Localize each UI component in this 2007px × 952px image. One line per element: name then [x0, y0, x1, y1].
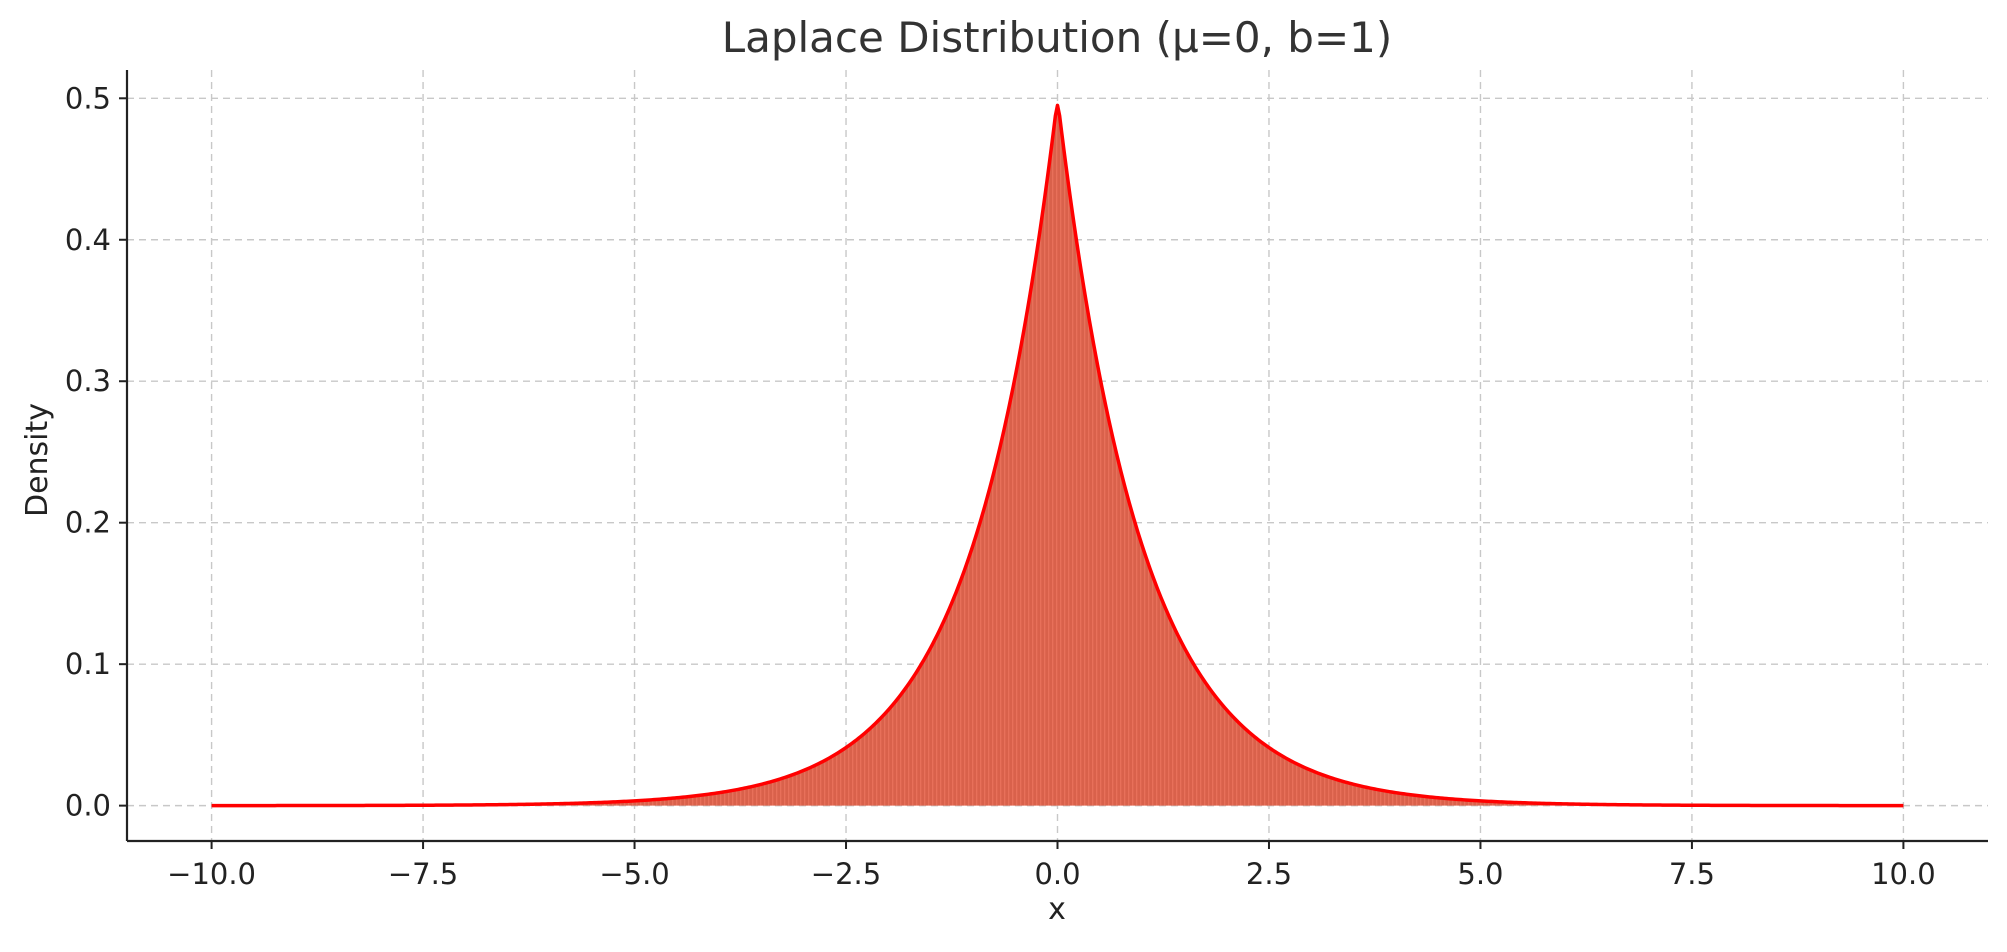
- x-axis-label: x: [1048, 892, 1066, 927]
- x-tick-label: 7.5: [1669, 857, 1715, 891]
- density-curve: [211, 103, 1904, 808]
- x-tick-label: 5.0: [1457, 857, 1503, 891]
- x-tick-label: −5.0: [599, 857, 669, 891]
- y-axis-label: Density: [20, 403, 55, 517]
- x-axis-ticks: −10.0 −7.5 −5.0 −2.5 0.0 2.5 5.0 7.5 10.0: [167, 841, 1936, 891]
- y-axis-ticks: 0.0 0.1 0.2 0.3 0.4 0.5: [65, 81, 127, 823]
- x-tick-label: −2.5: [811, 857, 881, 891]
- x-tick-label: 10.0: [1871, 857, 1936, 891]
- y-tick-label: 0.0: [65, 789, 111, 823]
- chart-title: Laplace Distribution (μ=0, b=1): [722, 13, 1393, 62]
- x-tick-label: 2.5: [1246, 857, 1292, 891]
- y-tick-label: 0.5: [65, 81, 111, 115]
- x-tick-label: −10.0: [167, 857, 256, 891]
- y-tick-label: 0.2: [65, 506, 111, 540]
- y-tick-label: 0.3: [65, 364, 111, 398]
- y-tick-label: 0.1: [65, 647, 111, 681]
- density-area-fill: [211, 105, 1904, 806]
- y-tick-label: 0.4: [65, 223, 111, 257]
- x-tick-label: 0.0: [1034, 857, 1080, 891]
- x-tick-label: −7.5: [388, 857, 458, 891]
- plot-area: [211, 103, 1904, 808]
